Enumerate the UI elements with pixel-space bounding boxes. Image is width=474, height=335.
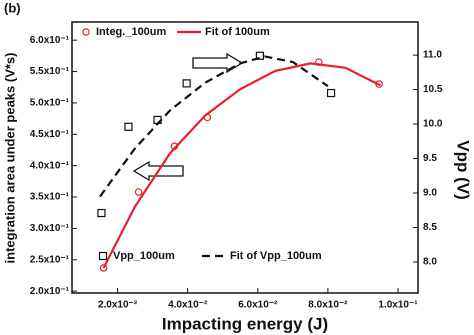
y-tick-label: 2.5x10⁻¹	[30, 254, 70, 265]
x-tick-label: 2.0x10⁻²	[98, 300, 138, 311]
y2-axis-label: Vpp (V)	[454, 140, 473, 200]
point	[97, 208, 106, 218]
x-tick-label: 4.0x10⁻²	[168, 300, 208, 311]
y-tick-label: 2.0x10⁻¹	[30, 286, 70, 297]
fit-line	[102, 62, 381, 269]
y2-tick-label: 11.0	[423, 50, 442, 61]
point	[134, 188, 143, 196]
legend-label: Integ._100um	[96, 26, 167, 38]
y2-tick-label: 8.0	[423, 257, 437, 268]
y2-tick-label: 10.5	[423, 84, 443, 95]
point	[182, 79, 191, 88]
legend-label: Fit of 100um	[205, 26, 270, 38]
y-axis-label: integration area under peaks (V*s)	[2, 53, 17, 264]
y-tick-label: 5.5x10⁻¹	[30, 66, 70, 77]
point	[99, 264, 108, 272]
point	[255, 51, 264, 60]
chart-title: (b)	[4, 0, 21, 15]
point	[124, 122, 133, 131]
x-tick-label: 1.0x10⁻¹	[378, 300, 418, 311]
y-tick-label: 6.0x10⁻¹	[30, 35, 70, 46]
y-tick-label: 4.0x10⁻¹	[30, 160, 70, 171]
y2-tick-label: 10.0	[423, 119, 443, 130]
y-tick-label: 5.0x10⁻¹	[30, 98, 70, 109]
y-tick-label: 4.5x10⁻¹	[30, 129, 70, 140]
y2-tick-label: 9.0	[423, 188, 437, 199]
arrow-right	[192, 52, 244, 74]
y2-tick-label: 8.5	[423, 222, 437, 233]
y2-tick-label: 9.5	[423, 153, 437, 164]
legend-label: Fit of Vpp_100um	[230, 250, 322, 262]
point	[326, 88, 336, 98]
x-tick-label: 8.0x10⁻²	[308, 300, 348, 311]
legend-symbol	[82, 28, 90, 36]
legend-label: Vpp_100um	[113, 250, 175, 262]
x-axis-label: Impacting energy (J)	[162, 314, 328, 333]
x-tick-label: 6.0x10⁻²	[238, 300, 278, 311]
y-tick-label: 3.0x10⁻¹	[30, 223, 70, 234]
fit-line	[99, 55, 329, 198]
plot-frame	[71, 21, 419, 294]
y-tick-label: 3.5x10⁻¹	[30, 192, 70, 203]
legend-symbol	[98, 251, 108, 261]
